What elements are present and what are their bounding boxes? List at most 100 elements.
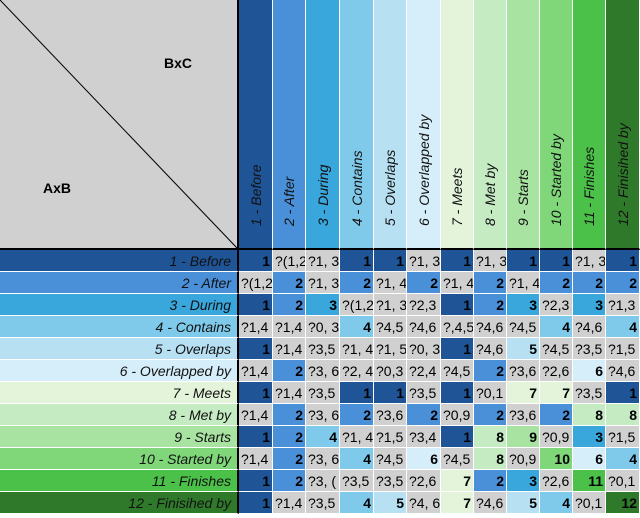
table-cell[interactable]: 1 [239,382,273,404]
table-cell[interactable]: 2 [474,470,507,492]
table-cell[interactable]: 1 [441,294,474,316]
table-cell[interactable]: 2 [474,294,507,316]
table-cell[interactable]: ?1,4 [273,338,306,360]
column-header[interactable]: 11 - Finishes [573,0,606,250]
table-cell[interactable]: 4 [340,448,374,470]
table-cell[interactable]: 1 [441,382,474,404]
table-cell[interactable]: ?1, 4 [374,272,407,294]
column-header[interactable]: 3 - During [306,0,340,250]
table-cell[interactable]: 2 [273,294,306,316]
table-cell[interactable]: ?0,1 [573,492,606,514]
table-cell[interactable]: 1 [441,250,474,272]
table-cell[interactable]: 2 [273,470,306,492]
column-header[interactable]: 9 - Starts [507,0,540,250]
table-cell[interactable]: 3 [507,294,540,316]
table-cell[interactable]: ?1,5 [374,426,407,448]
table-cell[interactable]: 2 [407,404,441,426]
table-cell[interactable]: ?1,4 [273,382,306,404]
table-cell[interactable]: 6 [573,448,606,470]
table-cell[interactable]: 6 [573,360,606,382]
table-cell[interactable]: ?1, 3 [306,250,340,272]
column-header[interactable]: 6 - Overlapped by [407,0,441,250]
table-cell[interactable]: ?4,6 [573,316,606,338]
row-header[interactable]: 5 - Overlaps [0,338,239,360]
table-cell[interactable]: 3 [573,426,606,448]
column-header[interactable]: 2 - After [273,0,306,250]
table-cell[interactable]: 1 [239,492,273,514]
table-cell[interactable]: 1 [374,382,407,404]
table-cell[interactable]: 1 [239,470,273,492]
table-cell[interactable]: 5 [374,492,407,514]
table-cell[interactable]: 2 [273,426,306,448]
table-cell[interactable]: 2 [273,404,306,426]
column-header[interactable]: 7 - Meets [441,0,474,250]
table-cell[interactable]: 4 [340,492,374,514]
table-cell[interactable]: 1 [507,250,540,272]
table-cell[interactable]: ?3, ( [306,470,340,492]
table-cell[interactable]: ?3,4 [407,426,441,448]
table-cell[interactable]: 2 [340,404,374,426]
table-cell[interactable]: 4 [540,316,573,338]
row-header[interactable]: 2 - After [0,272,239,294]
table-cell[interactable]: ?1,4 [239,316,273,338]
row-header[interactable]: 9 - Starts [0,426,239,448]
table-cell[interactable]: ?3,5 [573,382,606,404]
column-header[interactable]: 12 - Finisihed by [606,0,640,250]
table-cell[interactable]: ?1, 4 [441,272,474,294]
table-cell[interactable]: ?1, 4 [340,338,374,360]
table-cell[interactable]: ?1, 3 [474,250,507,272]
table-cell[interactable]: 2 [540,404,573,426]
table-cell[interactable]: 8 [573,404,606,426]
table-cell[interactable]: 1 [374,250,407,272]
table-cell[interactable]: ?4,5 [507,316,540,338]
table-cell[interactable]: ?1,3 [606,294,640,316]
table-cell[interactable]: ?4,6 [474,316,507,338]
column-header[interactable]: 4 - Contains [340,0,374,250]
table-cell[interactable]: ?4,6 [474,338,507,360]
table-cell[interactable]: 1 [239,338,273,360]
table-cell[interactable]: ?1,4 [239,448,273,470]
row-header[interactable]: 7 - Meets [0,382,239,404]
table-cell[interactable]: ?1,4 [273,316,306,338]
table-cell[interactable]: 4 [606,316,640,338]
table-cell[interactable]: 2 [474,404,507,426]
table-cell[interactable]: ?3,5 [407,382,441,404]
table-cell[interactable]: ?(1,2 [273,250,306,272]
table-cell[interactable]: 2 [540,272,573,294]
table-cell[interactable]: 5 [507,338,540,360]
row-header[interactable]: 4 - Contains [0,316,239,338]
table-cell[interactable]: ?3,6 [374,404,407,426]
table-cell[interactable]: 7 [507,382,540,404]
table-cell[interactable]: 5 [507,492,540,514]
table-cell[interactable]: 2 [273,360,306,382]
table-cell[interactable]: ?,4,5 [441,316,474,338]
table-cell[interactable]: 8 [474,448,507,470]
table-cell[interactable]: ?1,5 [606,426,640,448]
table-cell[interactable]: 7 [441,470,474,492]
table-cell[interactable]: ?4,6 [474,492,507,514]
table-cell[interactable]: ?1, 3 [573,250,606,272]
table-cell[interactable]: ?3,6 [507,404,540,426]
table-cell[interactable]: 2 [474,360,507,382]
table-cell[interactable]: ?0, 3 [407,338,441,360]
table-cell[interactable]: ?(1,2 [340,294,374,316]
column-header[interactable]: 10 - Started by [540,0,573,250]
table-cell[interactable]: ?0,3 [374,360,407,382]
table-cell[interactable]: 7 [441,492,474,514]
table-cell[interactable]: ?0,9 [507,448,540,470]
table-cell[interactable]: 6 [407,448,441,470]
table-cell[interactable]: 1 [606,382,640,404]
table-cell[interactable]: ?3,5 [306,338,340,360]
table-cell[interactable]: ?4,5 [441,448,474,470]
table-cell[interactable]: 1 [441,426,474,448]
table-cell[interactable]: ?4, 6 [407,492,441,514]
table-cell[interactable]: ?1, 4 [340,426,374,448]
table-cell[interactable]: ?4,5 [374,316,407,338]
table-cell[interactable]: ?3, 6 [306,360,340,382]
corner-header-cell[interactable]: BxC AxB [0,0,239,250]
table-cell[interactable]: ?3,5 [306,382,340,404]
table-cell[interactable]: ?0,9 [540,426,573,448]
row-header[interactable]: 6 - Overlapped by [0,360,239,382]
table-cell[interactable]: ?1,5 [606,338,640,360]
table-cell[interactable]: 3 [306,294,340,316]
